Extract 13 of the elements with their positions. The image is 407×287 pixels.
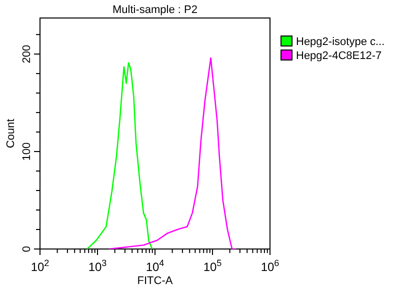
y-tick-label: 0: [21, 246, 33, 252]
x-tick-label: 10$^{5}$: [203, 258, 222, 274]
x-tick-label: 10$^{2}$: [30, 258, 50, 274]
y-tick-label: 100: [21, 142, 33, 161]
legend-label: Hepg2-4C8E12-7: [296, 50, 382, 62]
x-tick-label: 10$^{4}$: [146, 258, 164, 274]
chart-title: Multi-sample : P2: [112, 4, 198, 16]
x-tick-label: 10$^{6}$: [260, 258, 280, 274]
legend-label: Hepg2-isotype c...: [296, 36, 385, 48]
y-axis-title: Count: [5, 118, 17, 148]
y-tick-label: 200: [21, 44, 33, 64]
x-tick-label: 10$^{3}$: [88, 258, 107, 274]
x-axis-title: FITC-A: [137, 275, 174, 287]
